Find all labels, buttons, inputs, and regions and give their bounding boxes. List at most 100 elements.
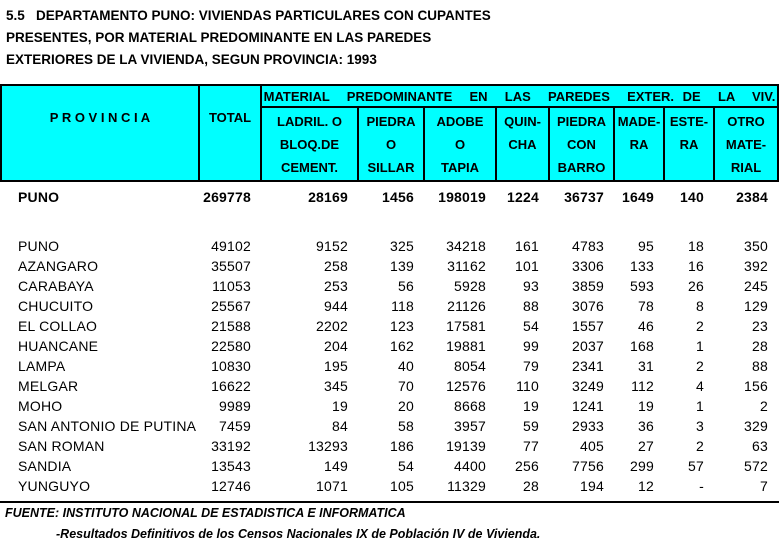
value-cell: 392 bbox=[744, 258, 769, 274]
value-cell: 572 bbox=[744, 458, 769, 474]
value-cell: 4400 bbox=[454, 458, 486, 474]
value-cell: 36737 bbox=[564, 189, 604, 205]
header-row-materials: LADRIL. O BLOQ.DE CEMENT. PIEDRA O SILLAR ADOB… bbox=[1, 106, 780, 182]
value-cell: 1456 bbox=[382, 189, 414, 205]
value-cell: 593 bbox=[630, 278, 654, 294]
value-cell: 2 bbox=[696, 358, 704, 374]
value-cell: 3 bbox=[696, 418, 704, 434]
value-cell: 7756 bbox=[572, 458, 604, 474]
value-cell: 19 bbox=[332, 398, 348, 414]
table-row-carabaya: CARABAYA 11053 253 56 5928 93 3859 593 26 245 bbox=[1, 276, 778, 296]
province-name: SANDIA bbox=[18, 458, 72, 474]
value-cell: 11053 bbox=[212, 278, 251, 294]
value-cell: 1557 bbox=[572, 318, 604, 334]
title-line-1: 5.5 DEPARTAMENTO PUNO: VIVIENDAS PARTICU… bbox=[6, 8, 491, 23]
value-cell: 110 bbox=[516, 378, 539, 394]
value-cell: 40 bbox=[398, 358, 414, 374]
value-cell: 8054 bbox=[454, 358, 486, 374]
header-line: CHA bbox=[508, 137, 537, 152]
header-line: BLOQ.DE bbox=[279, 137, 340, 152]
value-cell: 3076 bbox=[572, 298, 604, 314]
value-cell: 79 bbox=[523, 358, 539, 374]
province-name: PUNO bbox=[18, 189, 60, 205]
header-line: CEMENT. bbox=[280, 160, 339, 175]
value-cell: 3306 bbox=[572, 258, 604, 274]
value-cell: 350 bbox=[744, 238, 769, 254]
spacer-row bbox=[1, 212, 778, 236]
value-cell: 8 bbox=[696, 298, 704, 314]
header-line: MATE- bbox=[725, 137, 767, 152]
table-body: PUNO 269778 28169 1456 198019 1224 36737 1649 14… bbox=[1, 181, 778, 496]
column-header-quincha: QUIN- CHA bbox=[495, 106, 550, 182]
value-cell: 140 bbox=[680, 189, 704, 205]
header-line: OTRO bbox=[727, 114, 765, 129]
table-row-department-total: PUNO 269778 28169 1456 198019 1224 36737 1649 14… bbox=[1, 181, 778, 212]
value-cell: 2 bbox=[696, 318, 704, 334]
header-line: ADOBE bbox=[436, 114, 484, 129]
value-cell: 54 bbox=[523, 318, 539, 334]
value-cell: 9152 bbox=[316, 238, 348, 254]
table-header: P R O V I N C I A TOTAL MATERIAL PREDOMI… bbox=[0, 84, 780, 182]
header-line bbox=[615, 156, 663, 179]
header-line: PIEDRA bbox=[556, 114, 607, 129]
table-row-sandia: SANDIA 13543 149 54 4400 256 7756 299 57 572 bbox=[1, 456, 778, 476]
value-cell: 46 bbox=[638, 318, 654, 334]
value-cell: 2933 bbox=[572, 418, 604, 434]
column-header-estera: ESTE- RA bbox=[663, 106, 715, 182]
value-cell: 1241 bbox=[572, 398, 604, 414]
table-row-azangaro: AZANGARO 35507 258 139 31162 101 3306 133 16 392 bbox=[1, 256, 778, 276]
table-row-yunguyo: YUNGUYO 12746 1071 105 11329 28 194 12 - 7 bbox=[1, 476, 778, 496]
value-cell: 58 bbox=[398, 418, 414, 434]
column-header-material-span: MATERIAL PREDOMINANTE EN LAS PAREDES EXT… bbox=[259, 84, 780, 108]
header-line: PIEDRA bbox=[366, 114, 416, 129]
header-line bbox=[665, 156, 713, 179]
statistics-table: P R O V I N C I A TOTAL MATERIAL PREDOMI… bbox=[0, 84, 780, 496]
province-name: CARABAYA bbox=[18, 278, 94, 294]
value-cell: 123 bbox=[390, 318, 414, 334]
value-cell: 19 bbox=[523, 398, 539, 414]
value-cell: 329 bbox=[744, 418, 769, 434]
header-line: ESTE- bbox=[669, 114, 709, 129]
table-row-san-antonio-de-putina: SAN ANTONIO DE PUTINA 7459 84 58 3957 59 2933 3… bbox=[1, 416, 778, 436]
value-cell: 99 bbox=[523, 338, 539, 354]
header-line: O bbox=[385, 137, 397, 152]
value-cell: 78 bbox=[638, 298, 654, 314]
value-cell: 269778 bbox=[203, 189, 251, 205]
value-cell: 258 bbox=[324, 258, 348, 274]
value-cell: 2037 bbox=[572, 338, 604, 354]
value-cell: 28 bbox=[752, 338, 769, 354]
column-header-madera: MADE- RA bbox=[613, 106, 665, 182]
value-cell: 84 bbox=[332, 418, 348, 434]
value-cell: 299 bbox=[630, 458, 654, 474]
value-cell: 88 bbox=[523, 298, 539, 314]
header-line: O bbox=[454, 137, 466, 152]
title-line-2: PRESENTES, POR MATERIAL PREDOMINANTE EN … bbox=[6, 30, 432, 45]
value-cell: 204 bbox=[324, 338, 348, 354]
value-cell: 36 bbox=[638, 418, 654, 434]
header-line: TAPIA bbox=[440, 160, 480, 175]
value-cell: 149 bbox=[324, 458, 348, 474]
value-cell: 118 bbox=[391, 298, 414, 314]
table-row-huancane: HUANCANE 22580 204 162 19881 99 2037 168 1 28 bbox=[1, 336, 778, 356]
value-cell: 16622 bbox=[211, 378, 251, 394]
value-cell: 95 bbox=[638, 238, 654, 254]
value-cell: - bbox=[699, 478, 704, 494]
value-cell: 2384 bbox=[736, 189, 769, 205]
province-name: PUNO bbox=[18, 238, 60, 254]
value-cell: 168 bbox=[630, 338, 654, 354]
value-cell: 21588 bbox=[211, 318, 251, 334]
value-cell: 34218 bbox=[446, 238, 486, 254]
page-title: 5.5 DEPARTAMENTO PUNO: VIVIENDAS PARTICU… bbox=[6, 5, 491, 71]
value-cell: 28169 bbox=[308, 189, 348, 205]
value-cell: 16 bbox=[688, 258, 704, 274]
value-cell: 59 bbox=[523, 418, 539, 434]
value-cell: 12576 bbox=[446, 378, 486, 394]
value-cell: 186 bbox=[390, 438, 414, 454]
value-cell: 7 bbox=[760, 478, 769, 494]
value-cell: 12 bbox=[638, 478, 654, 494]
header-line: LADRIL. O bbox=[277, 114, 342, 129]
value-cell: 93 bbox=[523, 278, 539, 294]
column-header-piedra-o-sillar: PIEDRA O SILLAR bbox=[357, 106, 425, 182]
value-cell: 133 bbox=[630, 258, 654, 274]
